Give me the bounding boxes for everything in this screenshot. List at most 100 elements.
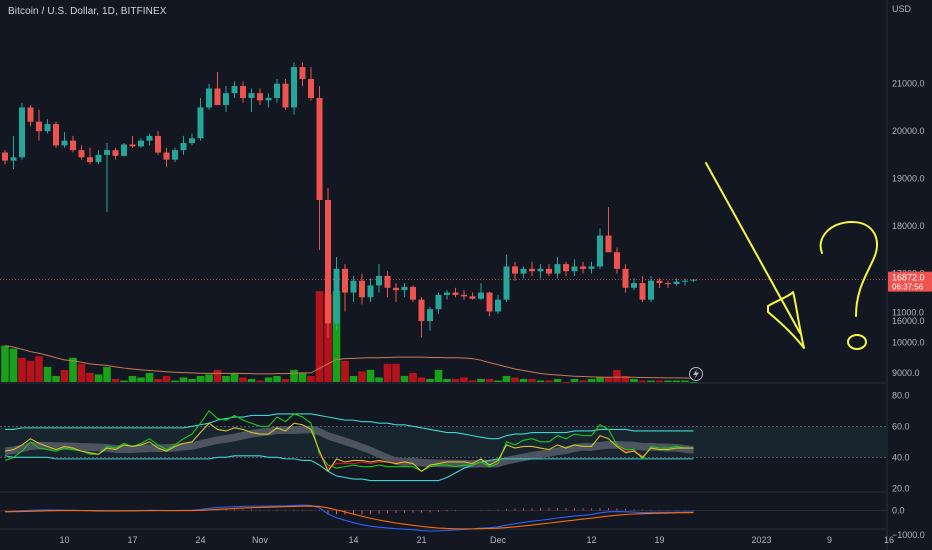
- candle-body: [308, 78, 314, 98]
- volume-bar: [213, 369, 222, 382]
- volume-bar: [341, 360, 349, 382]
- candle-body: [469, 296, 476, 299]
- time-tick-label: 10: [59, 535, 69, 545]
- volume-bar: [681, 380, 689, 382]
- volume-bar: [196, 375, 205, 382]
- candle-body: [299, 67, 306, 79]
- volume-bar: [171, 380, 179, 382]
- candle-body: [70, 140, 76, 151]
- price-tick-label: 18000.0: [892, 221, 925, 231]
- badge-background: [888, 271, 932, 292]
- volume-bar: [655, 380, 664, 382]
- candle-body: [282, 83, 289, 108]
- rsi-tick-label: 60.0: [892, 421, 910, 431]
- candle-body: [622, 268, 629, 288]
- volume-bar: [443, 378, 451, 382]
- volume-bar: [375, 377, 383, 382]
- annotation-arrow-head[interactable]: [767, 291, 805, 349]
- candle-body: [605, 235, 612, 253]
- volume-bar: [579, 380, 587, 382]
- annotation-arrow-line[interactable]: [705, 162, 801, 334]
- annotation-question-mark[interactable]: [819, 220, 879, 317]
- candle-body: [189, 138, 195, 144]
- candle-body: [10, 157, 17, 161]
- volume-bar: [264, 377, 273, 382]
- price-axis[interactable]: USD16000.017000.018000.019000.020000.021…: [892, 4, 925, 540]
- volume-bar: [273, 375, 281, 382]
- volume-bar: [298, 372, 307, 382]
- volume-bar: [239, 377, 247, 382]
- volume-tick-label: 11000.0: [892, 307, 924, 317]
- stoch-k-line: [4, 409, 694, 472]
- volume-bar: [468, 380, 477, 382]
- candle-body: [333, 268, 340, 324]
- candle-body: [350, 280, 357, 293]
- candle-body: [257, 93, 263, 101]
- volume-bar: [366, 369, 375, 382]
- chart-settings-icon[interactable]: [689, 367, 703, 381]
- volume-bar: [222, 375, 230, 382]
- volume-bar: [9, 348, 18, 382]
- candle-body: [36, 121, 42, 132]
- candle-body: [512, 266, 518, 274]
- volume-bar: [111, 378, 120, 382]
- volume-bar: [528, 378, 536, 382]
- candle-body: [376, 275, 382, 286]
- volume-bar: [502, 375, 511, 382]
- annotation-question-dot[interactable]: [847, 334, 867, 350]
- time-tick-label: 14: [348, 535, 358, 545]
- volume-bar: [400, 375, 409, 382]
- candle-body: [588, 266, 595, 269]
- volume-bar: [570, 378, 579, 382]
- candle-body: [639, 283, 646, 300]
- axis-currency-label: USD: [892, 4, 912, 14]
- time-tick-label: 9: [827, 535, 832, 545]
- badge-countdown: 06:37:56: [892, 283, 924, 292]
- signal-line: [4, 505, 694, 530]
- volume-bar: [86, 372, 94, 382]
- volume-bar: [137, 377, 145, 382]
- volume-bar: [332, 291, 341, 382]
- time-axis[interactable]: 10 17 24 Nov 14 21 Dec 12 19 2023 9 16: [59, 535, 894, 545]
- price-tick-label: 19000.0: [892, 174, 925, 184]
- volume-bar: [230, 372, 239, 382]
- candle-body: [19, 107, 25, 158]
- volume-bar: [145, 372, 154, 382]
- volume-bar: [162, 375, 171, 382]
- volume-bar: [120, 380, 128, 382]
- volume-bar: [179, 377, 188, 382]
- time-tick-label: 24: [195, 535, 205, 545]
- candle-body: [682, 280, 688, 282]
- candle-body: [503, 266, 510, 300]
- candle-body: [265, 97, 272, 101]
- rsi-tick-label: 40.0: [892, 452, 910, 462]
- volume-bar: [324, 294, 332, 382]
- volume-bar: [358, 371, 366, 382]
- candle-body: [138, 140, 144, 147]
- volume-bar: [477, 378, 485, 382]
- candle-body: [367, 285, 374, 298]
- candle-body: [61, 140, 68, 146]
- volume-bar: [553, 378, 562, 382]
- time-tick-label: 12: [586, 535, 596, 545]
- time-tick-label: 2023: [751, 535, 771, 545]
- volume-bar: [587, 378, 596, 382]
- candle-body: [597, 235, 603, 267]
- volume-bar: [315, 291, 324, 382]
- volume-bar: [451, 378, 460, 382]
- symbol-title[interactable]: Bitcoin / U.S. Dollar, 1D, BITFINEX: [8, 6, 167, 17]
- volume-bar: [664, 380, 672, 382]
- drawing-annotations[interactable]: [705, 162, 879, 350]
- volume-bar: [519, 378, 528, 382]
- stoch-d-line: [616, 445, 643, 457]
- time-tick-label: 21: [416, 535, 426, 545]
- volume-bar: [128, 375, 137, 382]
- volume-bar: [77, 363, 86, 382]
- volume-bar: [417, 377, 426, 382]
- candle-body: [44, 124, 51, 132]
- candle-body: [206, 88, 212, 108]
- last-price-badge: 16872.006:37:56: [888, 271, 932, 292]
- candle-body: [180, 143, 187, 151]
- badge-price: 16872.0: [892, 273, 925, 283]
